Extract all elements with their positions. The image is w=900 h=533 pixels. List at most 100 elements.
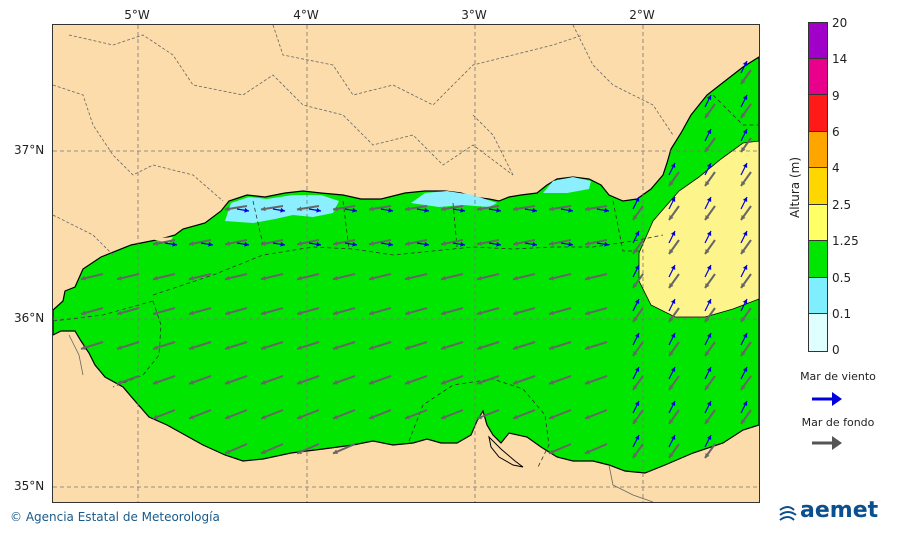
- wind-arrow-head: [742, 163, 748, 168]
- swell-arrow-head: [705, 317, 710, 322]
- swell-arrow-head: [513, 206, 518, 212]
- wind-arrow-head: [244, 241, 249, 247]
- swell-arrow-head: [585, 449, 590, 454]
- swell-arrow-head: [633, 215, 638, 220]
- swell-arrow-head: [441, 275, 446, 281]
- swell-arrow-head: [741, 419, 746, 424]
- swell-arrow-head: [513, 380, 518, 385]
- national-border: [608, 464, 654, 502]
- legend-band-4-6: [809, 132, 827, 168]
- swell-arrow-head: [669, 215, 674, 220]
- swell-arrow-head: [513, 241, 518, 246]
- swell-arrow-head: [669, 181, 674, 186]
- swell-arrow-head: [741, 249, 746, 254]
- swell-arrow-head: [369, 241, 374, 246]
- swell-arrow-head: [405, 380, 410, 385]
- swell-arrow-head: [153, 275, 158, 281]
- swell-arrow-head: [705, 283, 710, 288]
- wind-arrow-head: [532, 207, 537, 213]
- wind-sea-arrow-icon: [812, 392, 842, 406]
- swell-arrow-head: [369, 414, 374, 420]
- wave-height-map[interactable]: [52, 24, 760, 503]
- swell-arrow-head: [585, 380, 590, 385]
- swell-arrow-head: [741, 181, 746, 186]
- aemet-logo-icon: [779, 506, 797, 521]
- swell-arrow-head: [261, 241, 266, 246]
- swell-arrow-head: [225, 380, 230, 385]
- swell-arrow-head: [585, 310, 590, 316]
- wind-arrow-head: [670, 163, 676, 168]
- swell-arrow-head: [153, 241, 158, 246]
- swell-arrow-head: [225, 275, 230, 281]
- wind-arrow-head: [634, 435, 640, 440]
- wind-arrow-head: [706, 129, 712, 134]
- swell-arrow-head: [441, 380, 446, 385]
- lon-label-2w: 2°W: [629, 8, 655, 22]
- swell-arrow-head: [225, 310, 230, 316]
- lat-label-37n: 37°N: [14, 143, 45, 157]
- wind-arrow-head: [604, 207, 609, 213]
- swell-arrow-head: [297, 310, 302, 316]
- swell-arrow-head: [633, 317, 638, 322]
- wind-arrow-head: [634, 231, 640, 236]
- legend-band-0_1-0_5: [809, 278, 827, 314]
- swell-arrow-head: [585, 206, 590, 212]
- swell-arrow-head: [297, 241, 302, 246]
- legend-band-14-20: [809, 23, 827, 59]
- swell-arrow-head: [741, 113, 746, 118]
- swell-arrow-head: [261, 380, 266, 385]
- swell-arrow-head: [705, 215, 710, 220]
- swell-arrow-head: [405, 310, 410, 316]
- wind-arrow-head: [424, 207, 429, 213]
- wind-arrow-head: [568, 207, 573, 213]
- wind-arrow-head: [424, 241, 429, 247]
- swell-arrow-head: [153, 310, 158, 316]
- swell-arrow-head: [441, 206, 446, 212]
- wind-arrow-head: [388, 207, 393, 213]
- swell-arrow-head: [369, 380, 374, 385]
- swell-arrow-head: [669, 453, 674, 458]
- legend-band-0_5-1_25: [809, 241, 827, 278]
- swell-arrow-head: [705, 453, 710, 458]
- wind-arrow-head: [742, 95, 748, 100]
- swell-arrow-head: [585, 275, 590, 281]
- wind-arrow-head: [742, 401, 748, 406]
- wind-arrow-head: [706, 333, 712, 338]
- wind-arrow-head: [208, 241, 213, 247]
- wind-arrow-head: [670, 401, 676, 406]
- swell-arrow-head: [477, 345, 482, 350]
- graticule: [53, 25, 759, 502]
- swell-arrow-head: [405, 414, 410, 420]
- legend-band-0-0_1: [809, 314, 827, 351]
- wind-arrow-head: [634, 401, 640, 406]
- wind-arrow-head: [742, 231, 748, 236]
- swell-arrow-head: [741, 283, 746, 288]
- swell-arrow-head: [297, 275, 302, 281]
- swell-arrow-head: [513, 275, 518, 281]
- wind-arrow-head: [244, 207, 249, 213]
- swell-arrow-head: [549, 241, 554, 246]
- legend-tick-2_5: 2.5: [832, 198, 852, 212]
- swell-arrow-head: [441, 310, 446, 316]
- wind-arrow-head: [706, 299, 712, 304]
- swell-arrow-head: [741, 351, 746, 356]
- legend-band-2_5-4: [809, 168, 827, 205]
- swell-arrow-head: [705, 419, 710, 424]
- swell-arrow-head: [477, 310, 482, 316]
- wind-arrow-head: [742, 197, 748, 202]
- swell-arrow-head: [633, 283, 638, 288]
- lon-label-4w: 4°W: [293, 8, 319, 22]
- swell-arrow-head: [741, 147, 746, 152]
- swell-arrow-head: [261, 345, 266, 350]
- swell-label: Mar de fondo: [801, 416, 875, 429]
- swell-arrow-head: [477, 380, 482, 385]
- swell-arrow-head: [633, 351, 638, 356]
- swell-arrow-head: [513, 414, 518, 420]
- wind-arrow-head: [352, 207, 357, 213]
- wind-arrow-head: [460, 207, 465, 213]
- lat-label-36n: 36°N: [14, 311, 45, 325]
- wind-arrow-head: [742, 333, 748, 338]
- map-canvas: [53, 25, 759, 502]
- swell-arrow-head: [705, 249, 710, 254]
- wind-arrow-head: [670, 435, 676, 440]
